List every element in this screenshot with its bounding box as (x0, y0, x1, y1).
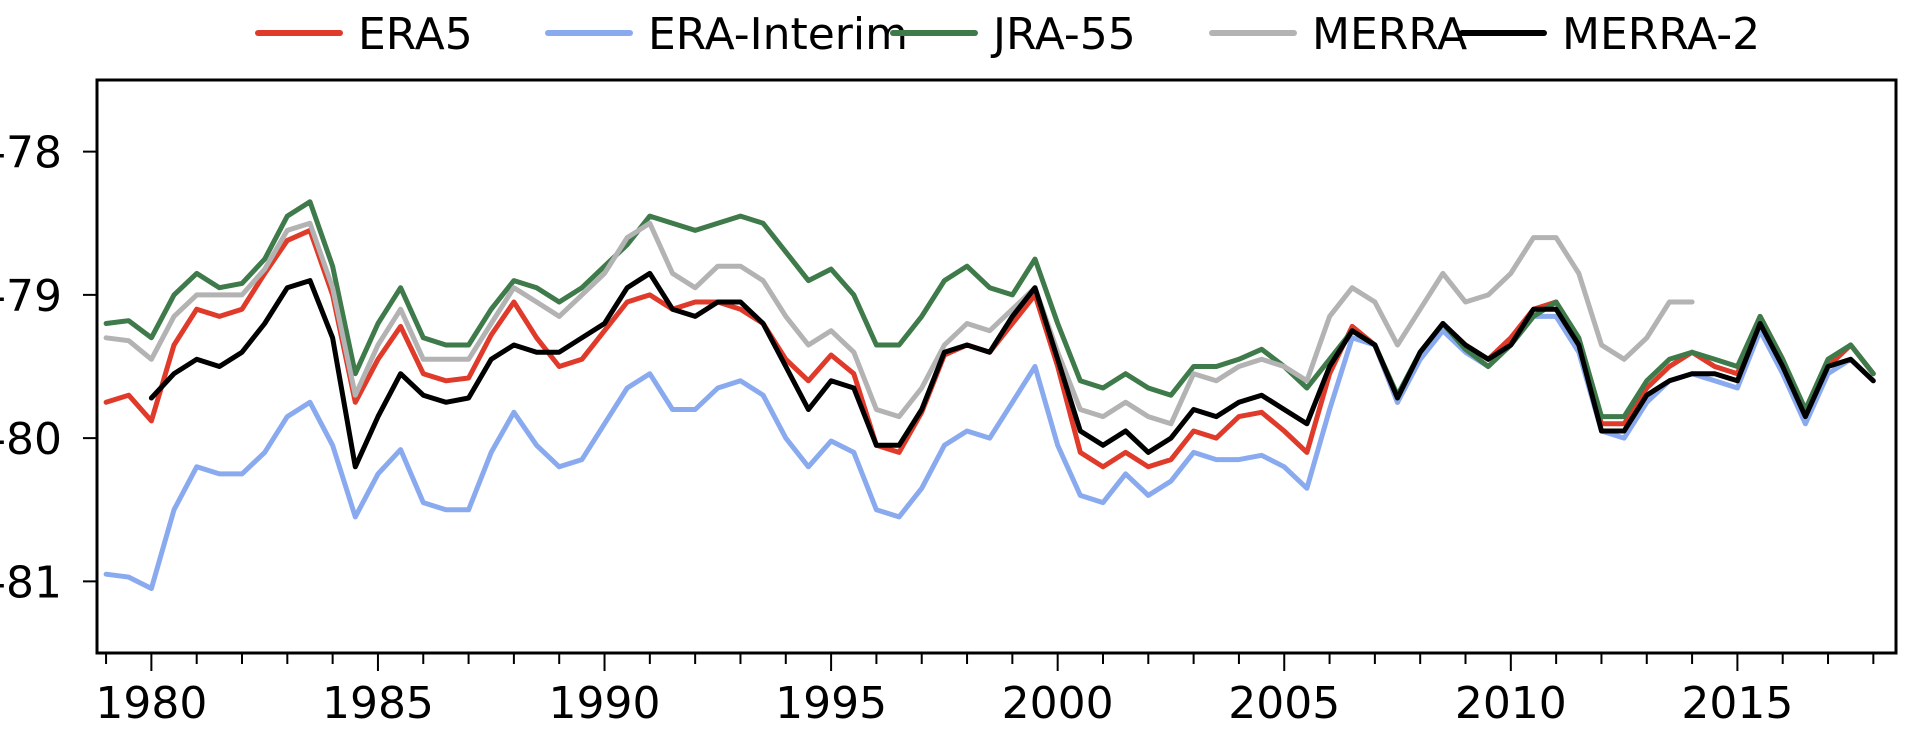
legend-label-merra: MERRA (1312, 9, 1467, 60)
x-axis: 1980 1985 1990 1995 2000 2005 2010 2015 (95, 653, 1875, 729)
legend-label-era5: ERA5 (358, 9, 473, 60)
y-tick-label: -80 (0, 414, 62, 465)
x-tick-label: 2010 (1455, 678, 1567, 729)
x-tick-label: 1985 (322, 678, 434, 729)
chart-legend: ERA5 ERA-Interim JRA-55 MERRA MERRA-2 (255, 9, 1760, 60)
plot-frame (95, 78, 1898, 655)
series-line-merra (103, 220, 1695, 427)
series-line-merra-2 (148, 270, 1876, 470)
legend-label-jra-55: JRA-55 (990, 9, 1136, 60)
x-tick-label: 2005 (1228, 678, 1340, 729)
series-layer (103, 199, 1876, 591)
x-tick-label: 1990 (549, 678, 661, 729)
y-tick-label: -81 (0, 557, 62, 608)
series-line-jra-55 (103, 199, 1876, 420)
y-tick-label: -79 (0, 271, 62, 322)
y-tick-label: -78 (0, 128, 62, 179)
x-tick-label: 2000 (1002, 678, 1114, 729)
x-tick-label: 1995 (775, 678, 887, 729)
y-axis: -78 -79 -80 -81 (0, 128, 97, 608)
legend-label-merra-2: MERRA-2 (1562, 9, 1760, 60)
legend-label-era-interim: ERA-Interim (648, 9, 908, 60)
x-tick-label: 2015 (1681, 678, 1793, 729)
x-tick-label: 1980 (95, 678, 207, 729)
